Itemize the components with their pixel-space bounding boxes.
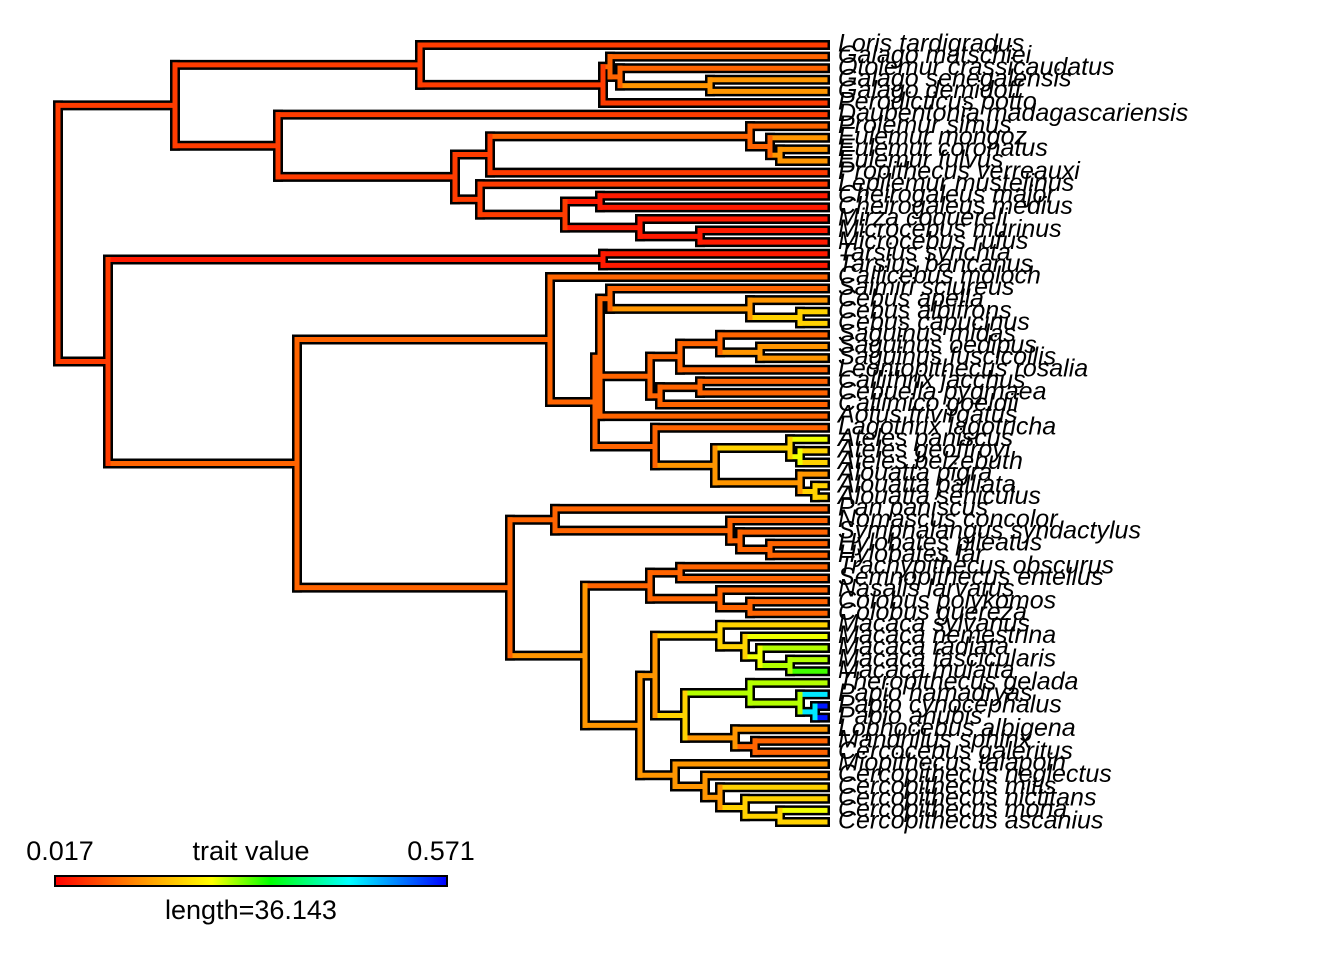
- legend-title: trait value: [192, 836, 309, 866]
- tip-label: Eulemur fulvus: [838, 146, 1003, 174]
- tip-label: Symphalangus syndactylus: [838, 517, 1141, 545]
- tip-label: Cercopithecus mona: [838, 795, 1067, 823]
- tip-label: Tarsius bancanus: [838, 250, 1033, 278]
- tip-label: Cercopithecus mitis: [838, 772, 1056, 800]
- tip-label: Galago demidoff: [838, 76, 1025, 104]
- tip-label: Ateles belzebuth: [836, 447, 1023, 475]
- tip-label: Galago senegalensis: [838, 64, 1072, 92]
- branches: [55, 42, 828, 825]
- tip-label: Macaca radiata: [838, 633, 1009, 661]
- tip-label: Cercopithecus nictitans: [838, 783, 1096, 811]
- tip-label: Lagothrix lagotricha: [838, 412, 1056, 440]
- tip-label: Theropithecus gelada: [838, 667, 1079, 695]
- tip-label: Cebuella pygmaea: [838, 378, 1047, 406]
- tip-label: Ateles geoffroyi: [836, 436, 1012, 464]
- tip-label: Microcebus rufus: [838, 227, 1028, 255]
- tip-label: Callithrix jacchus: [838, 366, 1026, 394]
- tip-label: Cebus capucinus: [838, 308, 1030, 336]
- tip-label: Alouatta palliata: [836, 470, 1016, 498]
- tip-label: Hylobates lar: [838, 540, 986, 568]
- tip-label: Mandrillus sphinx: [838, 725, 1033, 753]
- tip-label: Macaca sylvanus: [838, 609, 1030, 637]
- tip-label: Aotus trivirgatus: [836, 401, 1017, 429]
- tip-label: Microcebus murinus: [838, 215, 1062, 243]
- tip-label: Prolemur simus: [838, 111, 1012, 139]
- tip-label: Eulemur coronatus: [838, 134, 1048, 162]
- tip-label: Ateles paniscus: [836, 424, 1013, 452]
- tip-label: Papio anubis: [838, 702, 983, 730]
- tip-label: Saimiri sciureus: [838, 273, 1014, 301]
- tip-label: Tarsius syrichta: [838, 238, 1011, 266]
- tip-label: Saguinus midas: [838, 320, 1016, 348]
- tip-label: Semnopithecus entellus: [838, 563, 1103, 591]
- tip-label: Eulemur mongoz: [838, 122, 1027, 150]
- tip-label: Callimico goeldii: [838, 389, 1020, 417]
- tip-label: Lepilemur mustelinus: [838, 169, 1074, 197]
- tip-label: Cheirogaleus major: [838, 180, 1056, 208]
- tip-label: Otolemur crassicaudatus: [838, 53, 1115, 81]
- tip-label: Callicebus moloch: [838, 262, 1041, 290]
- legend-length: length=36.143: [165, 895, 337, 925]
- tip-label: Lophocebus albigena: [838, 714, 1076, 742]
- tip-label: Trachypithecus obscurus: [838, 551, 1114, 579]
- tip-label: Alouatta pigra: [836, 459, 992, 487]
- tip-label: Miopithecus talapoin: [838, 749, 1066, 777]
- tip-label: Pan paniscus: [838, 493, 988, 521]
- legend-min: 0.017: [26, 836, 94, 866]
- legend-max: 0.571: [407, 836, 475, 866]
- branches-outline: [53, 40, 830, 827]
- tip-label: Cercopithecus neglectus: [838, 760, 1112, 788]
- tip-label: Cercocebus galeritus: [838, 737, 1073, 765]
- tip-label: Nomascus concolor: [838, 505, 1059, 533]
- tip-label: Cercopithecus ascanius: [838, 807, 1103, 835]
- tip-label: Cheirogaleus medius: [838, 192, 1073, 220]
- tip-label: Leontopithecus rosalia: [838, 354, 1088, 382]
- tip-label: Macaca nemestrina: [838, 621, 1056, 649]
- tip-label: Papio hamadryas: [838, 679, 1033, 707]
- tip-label: Macaca fascicularis: [838, 644, 1056, 672]
- tip-label: Daubentonia madagascariensis: [838, 99, 1188, 127]
- tip-label: Hylobates pileatus: [838, 528, 1042, 556]
- tip-label: Alouatta seniculus: [836, 482, 1041, 510]
- tip-label: Saguinus oedipus: [838, 331, 1037, 359]
- tip-label: Cebus apella: [838, 285, 984, 313]
- tip-label: Perodicticus potto: [838, 88, 1037, 116]
- legend: 0.017 trait value 0.571 length=36.143: [26, 836, 475, 925]
- tip-label: Galago matschiei: [838, 41, 1033, 69]
- color-ramp: [54, 875, 448, 887]
- tip-label: Nasalis larvatus: [838, 575, 1014, 603]
- tip-label: Propithecus verreauxi: [838, 157, 1081, 185]
- tip-label: Macaca mulatta: [838, 656, 1015, 684]
- tip-label: Papio cynocephalus: [838, 691, 1062, 719]
- tip-label: Saguinus fuscicollis: [838, 343, 1056, 371]
- tip-label: Colobus polykomos: [838, 586, 1056, 614]
- tip-label: Colobus guereza: [838, 598, 1027, 626]
- tip-label: Loris tardigradus: [838, 30, 1024, 58]
- tip-label: Cebus albifrons: [838, 296, 1012, 324]
- tip-label: Mirza coquereli: [838, 204, 1009, 232]
